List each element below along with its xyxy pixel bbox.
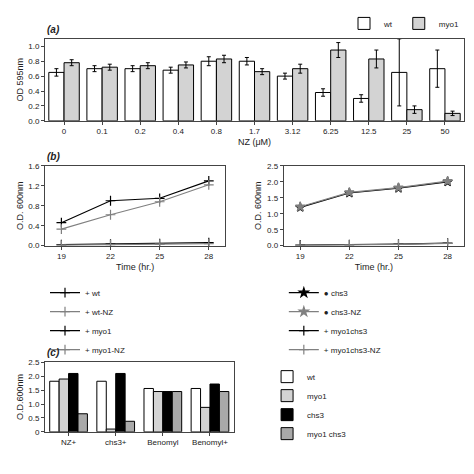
svg-text:25: 25 xyxy=(155,252,164,261)
svg-text:+ wt: + wt xyxy=(85,289,101,298)
svg-text:(a): (a) xyxy=(47,24,60,35)
svg-text:0.4: 0.4 xyxy=(28,87,40,96)
svg-text:1.0: 1.0 xyxy=(28,42,40,51)
svg-text:myo1: myo1 xyxy=(307,392,327,401)
svg-text:25: 25 xyxy=(394,252,403,261)
svg-text:22: 22 xyxy=(106,252,115,261)
svg-text:0: 0 xyxy=(62,127,67,136)
svg-text:1.5: 1.5 xyxy=(267,194,279,203)
svg-text:myo1: myo1 xyxy=(439,20,459,29)
svg-text:1.0: 1.0 xyxy=(28,400,40,409)
svg-text:22: 22 xyxy=(345,252,354,261)
svg-text:NZ+: NZ+ xyxy=(61,438,77,447)
svg-text:OD 595nm: OD 595nm xyxy=(15,58,25,102)
svg-text:0.2: 0.2 xyxy=(135,127,147,136)
svg-text:Benomyl+: Benomyl+ xyxy=(192,438,228,447)
svg-text:0.4: 0.4 xyxy=(173,127,185,136)
svg-text:chs3+: chs3+ xyxy=(105,438,127,447)
svg-text:0.8: 0.8 xyxy=(28,57,40,66)
svg-text:1.0: 1.0 xyxy=(267,210,279,219)
svg-text:+ myo1-NZ: + myo1-NZ xyxy=(85,346,125,355)
svg-text:wt: wt xyxy=(306,373,316,382)
svg-text:0.8: 0.8 xyxy=(211,127,223,136)
svg-text:0.0: 0.0 xyxy=(267,241,279,250)
svg-text:3.12: 3.12 xyxy=(285,127,301,136)
svg-text:0: 0 xyxy=(35,428,40,437)
svg-text:6.25: 6.25 xyxy=(323,127,339,136)
svg-text:Time (hr.): Time (hr.) xyxy=(355,262,393,272)
svg-text:+ myo1: + myo1 xyxy=(85,327,112,336)
svg-text:0.6: 0.6 xyxy=(28,72,40,81)
svg-text:1.5: 1.5 xyxy=(28,386,40,395)
svg-text:1.7: 1.7 xyxy=(249,127,261,136)
svg-text:2.0: 2.0 xyxy=(28,372,40,381)
svg-text:2.5: 2.5 xyxy=(28,358,40,367)
svg-text:1.6: 1.6 xyxy=(28,162,40,171)
svg-text:0.1: 0.1 xyxy=(97,127,109,136)
svg-text:(b): (b) xyxy=(47,151,60,162)
svg-text:0.8: 0.8 xyxy=(28,202,40,211)
svg-text:28: 28 xyxy=(204,252,213,261)
svg-text:50: 50 xyxy=(440,127,449,136)
svg-text:0.2: 0.2 xyxy=(28,102,40,111)
svg-text:(c): (c) xyxy=(47,347,60,358)
svg-text:25: 25 xyxy=(402,127,411,136)
svg-text:Time (hr.): Time (hr.) xyxy=(116,262,154,272)
svg-text:O.D.600nm: O.D.600nm xyxy=(15,374,25,420)
svg-text:● chs3: ● chs3 xyxy=(324,289,349,298)
svg-text:19: 19 xyxy=(296,252,305,261)
svg-text:+ myo1chs3: + myo1chs3 xyxy=(324,327,368,336)
svg-text:O.D. 600nm: O.D. 600nm xyxy=(253,181,263,230)
svg-text:0.5: 0.5 xyxy=(267,225,279,234)
svg-text:Benomyl: Benomyl xyxy=(147,438,178,447)
svg-text:2.0: 2.0 xyxy=(267,178,279,187)
svg-text:+ wt-NZ: + wt-NZ xyxy=(85,308,113,317)
svg-text:chs3: chs3 xyxy=(307,411,324,420)
svg-text:0.5: 0.5 xyxy=(28,414,40,423)
svg-text:O.D. 600nm: O.D. 600nm xyxy=(15,181,25,230)
svg-text:0.0: 0.0 xyxy=(28,241,40,250)
svg-text:0.0: 0.0 xyxy=(28,117,40,126)
svg-text:1.2: 1.2 xyxy=(28,182,40,191)
svg-text:myo1 chs3: myo1 chs3 xyxy=(307,430,346,439)
svg-text:12.5: 12.5 xyxy=(361,127,377,136)
svg-text:0.4: 0.4 xyxy=(28,222,40,231)
svg-text:wt: wt xyxy=(383,20,393,29)
svg-text:28: 28 xyxy=(443,252,452,261)
svg-text:2.5: 2.5 xyxy=(267,162,279,171)
svg-text:+ myo1chs3-NZ: + myo1chs3-NZ xyxy=(324,346,381,355)
svg-text:NZ (μM): NZ (μM) xyxy=(238,137,271,147)
svg-text:19: 19 xyxy=(57,252,66,261)
svg-text:● chs3-NZ: ● chs3-NZ xyxy=(324,308,361,317)
